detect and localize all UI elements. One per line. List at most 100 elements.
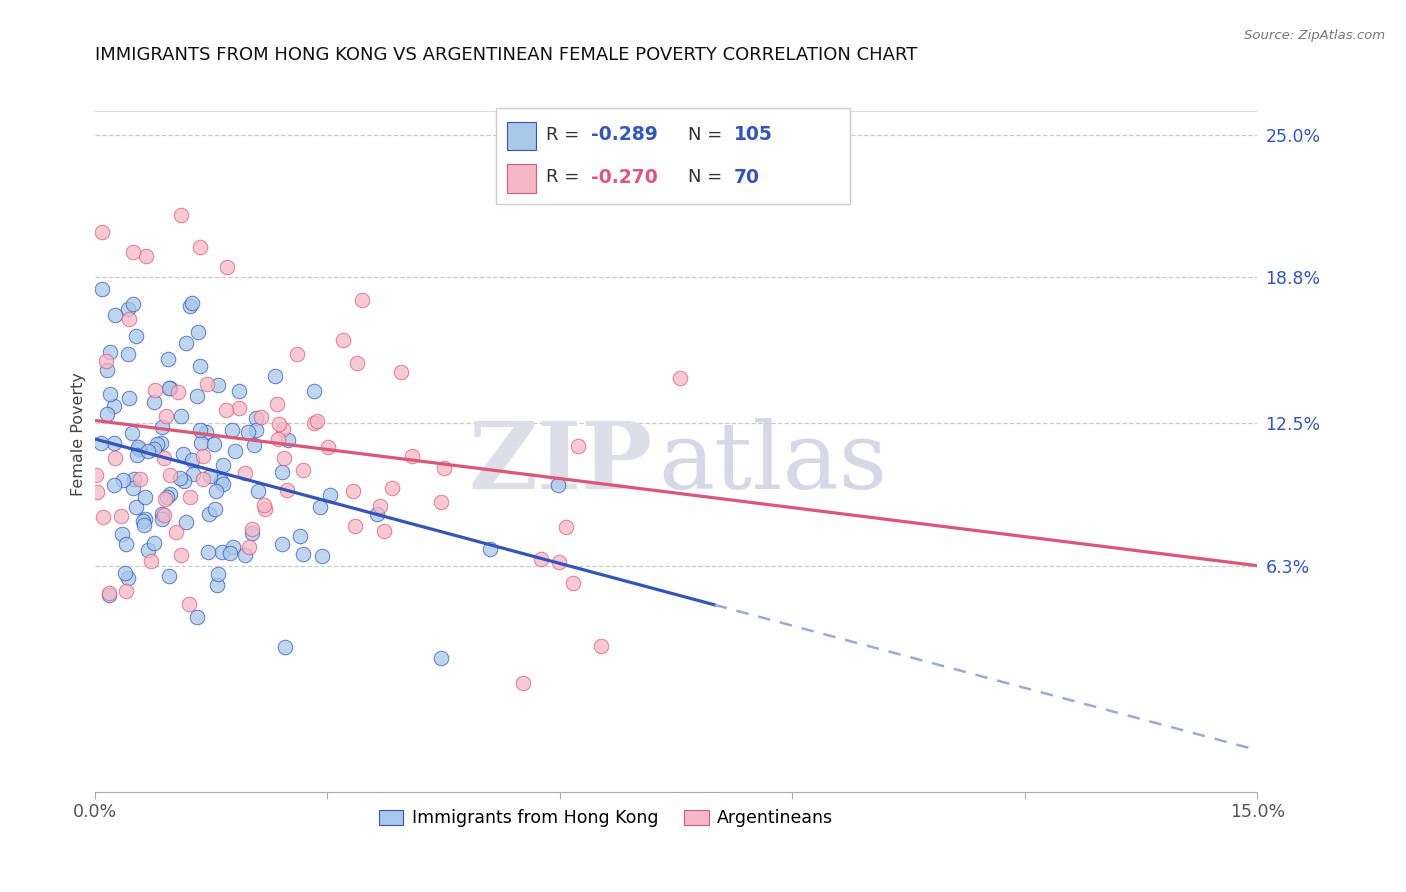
Immigrants from Hong Kong [204,484,226,499]
Immigrants from Hong Kong [134,490,156,504]
Argentineans [153,450,176,465]
Immigrants from Hong Kong [219,546,242,560]
Immigrants from Hong Kong [188,423,211,437]
Argentineans [104,451,127,466]
Argentineans [271,422,294,436]
FancyBboxPatch shape [508,164,536,193]
Immigrants from Hong Kong [186,609,208,624]
Immigrants from Hong Kong [150,420,173,434]
Argentineans [512,675,534,690]
Argentineans [159,468,181,483]
Immigrants from Hong Kong [240,525,263,540]
Argentineans [401,449,423,463]
Argentineans [217,260,239,275]
Immigrants from Hong Kong [277,433,299,447]
Immigrants from Hong Kong [104,308,127,322]
Argentineans [215,403,238,417]
Argentineans [562,575,585,590]
Immigrants from Hong Kong [478,541,501,556]
Immigrants from Hong Kong [198,507,221,521]
Argentineans [368,499,391,513]
Immigrants from Hong Kong [271,537,294,551]
Argentineans [170,208,193,222]
Immigrants from Hong Kong [366,507,388,521]
Immigrants from Hong Kong [98,344,121,359]
Immigrants from Hong Kong [159,381,181,395]
Immigrants from Hong Kong [127,448,149,462]
Argentineans [589,639,612,653]
Immigrants from Hong Kong [209,474,232,488]
Argentineans [90,225,112,239]
Argentineans [250,410,273,425]
Text: IMMIGRANTS FROM HONG KONG VS ARGENTINEAN FEMALE POVERTY CORRELATION CHART: IMMIGRANTS FROM HONG KONG VS ARGENTINEAN… [94,46,917,64]
Argentineans [177,597,200,611]
Immigrants from Hong Kong [228,384,250,398]
Argentineans [307,414,329,428]
Argentineans [191,472,214,486]
Argentineans [267,417,290,431]
Argentineans [110,508,132,523]
Argentineans [94,353,117,368]
Argentineans [84,467,107,482]
Immigrants from Hong Kong [181,467,204,481]
Argentineans [342,483,364,498]
Immigrants from Hong Kong [318,487,340,501]
Immigrants from Hong Kong [125,328,148,343]
Immigrants from Hong Kong [143,442,166,457]
Immigrants from Hong Kong [288,529,311,543]
Immigrants from Hong Kong [128,442,150,456]
Immigrants from Hong Kong [198,469,221,483]
Argentineans [350,293,373,307]
Argentineans [304,416,326,430]
Argentineans [233,466,256,480]
Argentineans [389,365,412,379]
Immigrants from Hong Kong [103,399,125,413]
Immigrants from Hong Kong [247,483,270,498]
Immigrants from Hong Kong [134,512,156,526]
Immigrants from Hong Kong [111,526,134,541]
Immigrants from Hong Kong [169,471,191,485]
Immigrants from Hong Kong [173,474,195,488]
Immigrants from Hong Kong [97,588,120,602]
Argentineans [179,490,201,504]
Immigrants from Hong Kong [202,436,225,450]
Immigrants from Hong Kong [96,363,118,377]
Argentineans [139,554,162,568]
Immigrants from Hong Kong [115,536,138,550]
Immigrants from Hong Kong [149,436,172,450]
Immigrants from Hong Kong [111,473,134,487]
Immigrants from Hong Kong [190,435,212,450]
Text: R =: R = [546,168,585,186]
Immigrants from Hong Kong [245,423,267,437]
Immigrants from Hong Kong [143,536,166,550]
Argentineans [143,383,166,397]
Immigrants from Hong Kong [211,476,233,491]
Immigrants from Hong Kong [204,502,226,516]
Argentineans [252,498,274,512]
Immigrants from Hong Kong [174,336,197,351]
Immigrants from Hong Kong [103,436,125,450]
Immigrants from Hong Kong [143,395,166,409]
Immigrants from Hong Kong [103,478,125,492]
Argentineans [191,449,214,463]
Immigrants from Hong Kong [127,440,149,454]
Immigrants from Hong Kong [150,507,173,521]
Argentineans [530,551,553,566]
Immigrants from Hong Kong [150,512,173,526]
Immigrants from Hong Kong [302,384,325,398]
Argentineans [547,556,569,570]
Immigrants from Hong Kong [174,515,197,529]
Immigrants from Hong Kong [121,425,143,440]
Immigrants from Hong Kong [181,296,204,310]
Immigrants from Hong Kong [311,549,333,563]
Immigrants from Hong Kong [96,407,118,421]
Immigrants from Hong Kong [169,409,191,423]
Text: 70: 70 [734,168,761,186]
Immigrants from Hong Kong [308,500,330,514]
Immigrants from Hong Kong [90,436,112,450]
Immigrants from Hong Kong [181,453,204,467]
Argentineans [316,441,339,455]
Argentineans [346,356,368,370]
Argentineans [238,541,260,555]
Immigrants from Hong Kong [117,302,139,317]
